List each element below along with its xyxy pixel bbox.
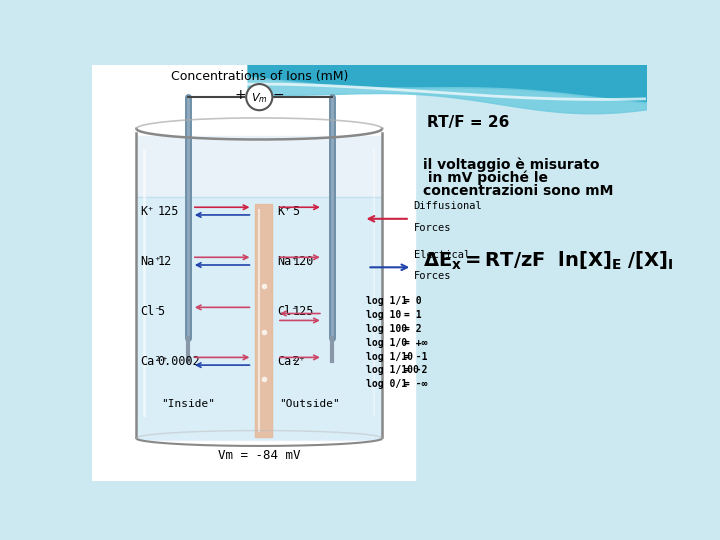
Text: 125: 125 (157, 205, 179, 218)
Text: −: − (273, 88, 284, 102)
Text: Forces: Forces (414, 222, 451, 233)
Text: 12: 12 (157, 255, 171, 268)
Text: = -1: = -1 (404, 352, 427, 362)
Text: log 0/1: log 0/1 (366, 379, 407, 389)
Text: 125: 125 (292, 305, 314, 318)
Text: 120: 120 (292, 255, 314, 268)
Text: log 1/10: log 1/10 (366, 352, 413, 362)
Bar (92, 65, 415, 481)
Text: log 1/100: log 1/100 (366, 366, 419, 375)
Text: = +∞: = +∞ (404, 338, 427, 348)
Text: RT/F = 26: RT/F = 26 (427, 115, 509, 130)
Text: Ca²⁺: Ca²⁺ (277, 355, 305, 368)
Text: = 2: = 2 (404, 324, 421, 334)
Text: Cl⁻: Cl⁻ (140, 305, 162, 318)
Text: "Inside": "Inside" (161, 399, 215, 409)
Text: $\mathbf{\Delta E_x = RT/zF\ \ ln[X]_E\ /[X]_I}$: $\mathbf{\Delta E_x = RT/zF\ \ ln[X]_E\ … (423, 250, 673, 272)
Text: in mV poiché le: in mV poiché le (423, 171, 548, 185)
Text: = -∞: = -∞ (404, 379, 427, 389)
Text: Na⁺: Na⁺ (140, 255, 162, 268)
Text: K⁺: K⁺ (277, 205, 291, 218)
Text: log 10: log 10 (366, 310, 401, 320)
Bar (137, 136, 382, 440)
Text: "Outside": "Outside" (279, 399, 340, 409)
Bar (138, 197, 382, 439)
Text: Forces: Forces (414, 271, 451, 281)
Text: Vm = -84 mV: Vm = -84 mV (218, 449, 300, 462)
Text: = -2: = -2 (404, 366, 427, 375)
Text: 5: 5 (157, 305, 164, 318)
Text: = 0: = 0 (404, 296, 421, 306)
Text: 2: 2 (292, 355, 300, 368)
Text: $V_m$: $V_m$ (251, 91, 268, 105)
Bar (255, 204, 271, 437)
Text: il voltaggio è misurato: il voltaggio è misurato (423, 158, 600, 172)
Text: Electical: Electical (414, 249, 470, 260)
Text: Diffusional: Diffusional (414, 201, 482, 211)
Text: 5: 5 (292, 205, 300, 218)
Text: = 1: = 1 (404, 310, 421, 320)
Text: K⁺: K⁺ (140, 205, 155, 218)
Text: 0.0002: 0.0002 (157, 355, 200, 368)
Text: log 1/0: log 1/0 (366, 338, 407, 348)
Text: concentrazioni sono mM: concentrazioni sono mM (423, 184, 613, 198)
Text: Na⁺: Na⁺ (277, 255, 298, 268)
Text: log 1/1: log 1/1 (366, 296, 407, 306)
Text: Cl⁻: Cl⁻ (277, 305, 298, 318)
Text: Ca²⁺: Ca²⁺ (140, 355, 168, 368)
Text: +: + (234, 88, 246, 102)
Text: Concentrations of Ions (mM): Concentrations of Ions (mM) (171, 70, 348, 83)
Circle shape (246, 84, 272, 110)
Text: log 100: log 100 (366, 324, 407, 334)
